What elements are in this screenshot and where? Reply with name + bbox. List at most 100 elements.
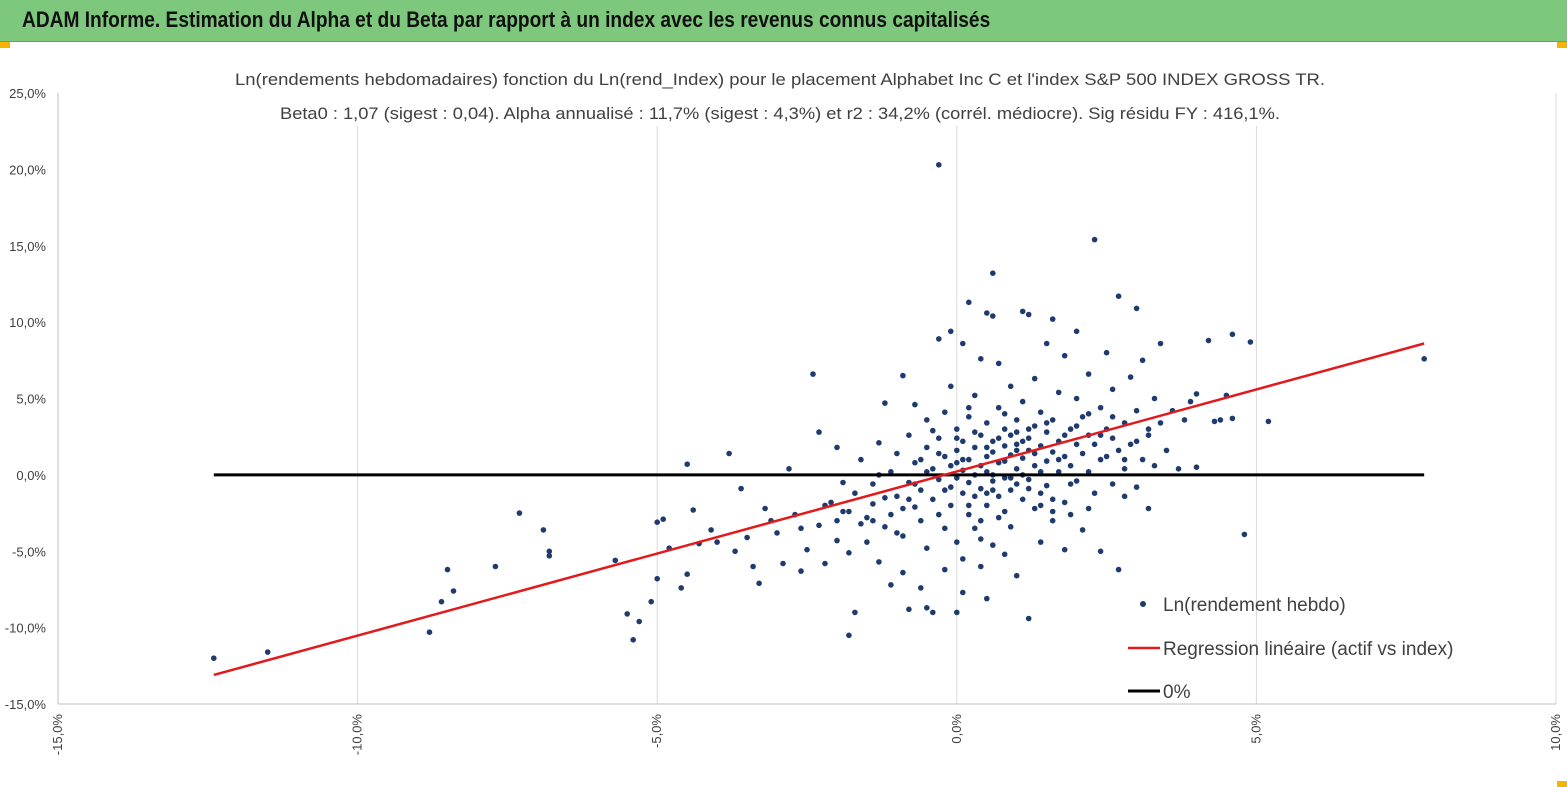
- data-point: [1061, 546, 1068, 553]
- data-point: [894, 493, 900, 500]
- data-point: [732, 548, 738, 555]
- data-point: [954, 447, 960, 454]
- data-point: [1085, 505, 1092, 512]
- data-point: [1181, 417, 1188, 423]
- data-point: [762, 505, 768, 512]
- data-point: [1091, 490, 1098, 497]
- data-point: [714, 539, 720, 545]
- data-point: [780, 560, 786, 567]
- data-point: [492, 563, 499, 570]
- data-point: [936, 336, 942, 342]
- data-point: [1031, 462, 1038, 469]
- data-point: [984, 310, 990, 316]
- data-point: [888, 511, 894, 518]
- data-point: [1067, 426, 1074, 432]
- data-point: [1085, 469, 1092, 475]
- data-point: [1055, 456, 1062, 463]
- data-point: [840, 508, 846, 515]
- data-point: [906, 432, 912, 439]
- data-point: [804, 546, 810, 553]
- data-point: [1193, 391, 1200, 397]
- axes: -15,0% -10,0% -5,0% 0,0% 5,0% 10,0% 15,0% 20,0%…: [5, 86, 1563, 755]
- data-point: [654, 575, 660, 582]
- data-point: [1073, 395, 1080, 402]
- data-point: [936, 511, 942, 518]
- data-point: [708, 527, 714, 533]
- x-tick-label: -15,0%: [50, 714, 65, 756]
- data-point: [978, 356, 984, 362]
- data-point: [960, 490, 966, 497]
- data-point: [1091, 441, 1098, 448]
- data-point: [1115, 566, 1122, 573]
- data-point: [516, 510, 523, 516]
- data-point: [264, 649, 271, 655]
- data-point: [990, 542, 996, 548]
- data-point: [882, 400, 888, 406]
- data-point: [756, 580, 762, 587]
- data-point: [1067, 511, 1074, 518]
- corner-accent-left: [0, 42, 10, 48]
- data-point: [960, 589, 966, 596]
- y-tick-label: 10,0%: [9, 315, 46, 330]
- data-point: [1127, 374, 1134, 380]
- data-point: [1025, 485, 1032, 492]
- data-point: [630, 637, 636, 643]
- data-point: [1025, 476, 1032, 483]
- data-point: [1031, 423, 1038, 429]
- chart-title-background: [225, 64, 1345, 126]
- data-point: [1211, 418, 1218, 425]
- data-point: [1025, 426, 1032, 432]
- data-point: [852, 609, 858, 616]
- data-point: [1103, 453, 1110, 460]
- data-point: [972, 493, 978, 500]
- data-point: [1073, 441, 1080, 448]
- data-point: [960, 456, 966, 463]
- data-point: [1127, 441, 1134, 448]
- data-point: [816, 522, 822, 529]
- data-point: [1139, 357, 1146, 364]
- x-tick-label: 5,0%: [1248, 714, 1263, 744]
- data-point: [660, 516, 666, 522]
- data-point: [654, 519, 660, 525]
- data-point: [1037, 490, 1044, 497]
- data-point: [990, 449, 996, 455]
- data-point: [822, 560, 828, 567]
- data-point: [1139, 456, 1146, 463]
- data-point: [684, 461, 690, 468]
- data-point: [786, 466, 792, 472]
- data-point: [954, 435, 960, 442]
- y-tick-label: -15,0%: [5, 697, 47, 712]
- data-point: [1007, 524, 1014, 530]
- data-point: [1013, 572, 1020, 579]
- data-point: [990, 478, 996, 484]
- data-point: [954, 475, 960, 481]
- data-point: [966, 299, 972, 306]
- legend-label-zero-line: 0%: [1163, 682, 1191, 703]
- legend-label-points: Ln(rendement hebdo): [1163, 595, 1346, 616]
- data-point: [930, 427, 936, 434]
- data-point: [1229, 415, 1236, 422]
- data-point: [1109, 386, 1116, 393]
- data-point: [978, 563, 984, 570]
- data-point: [1241, 531, 1248, 538]
- data-point: [1079, 450, 1086, 457]
- data-point: [546, 548, 553, 555]
- data-point: [1229, 331, 1236, 338]
- data-point: [966, 404, 972, 411]
- data-point: [966, 502, 972, 509]
- data-point: [924, 545, 930, 551]
- data-point: [1001, 508, 1008, 515]
- data-points: [211, 162, 1427, 661]
- data-point: [678, 585, 684, 591]
- data-point: [900, 569, 906, 576]
- data-point: [900, 533, 906, 539]
- data-point: [1133, 305, 1140, 312]
- data-point: [1043, 420, 1050, 426]
- data-point: [1031, 450, 1038, 457]
- data-point: [1061, 453, 1068, 460]
- data-point: [636, 618, 642, 625]
- chart-title-line-2: Beta0 : 1,07 (sigest : 0,04). Alpha annu…: [280, 104, 1280, 123]
- data-point: [1055, 389, 1062, 396]
- data-point: [972, 444, 978, 451]
- y-tick-label: 20,0%: [9, 162, 46, 177]
